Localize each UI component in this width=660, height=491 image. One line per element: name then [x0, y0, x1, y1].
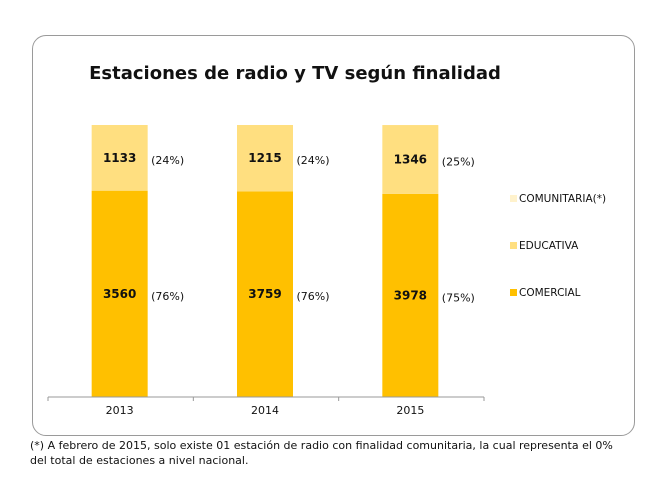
value-label: 1133 — [103, 151, 136, 165]
value-label: 3560 — [103, 287, 136, 301]
legend-swatch — [510, 242, 517, 249]
bar-segment-educativa-2015 — [382, 125, 439, 194]
value-label: 1346 — [394, 152, 427, 166]
percent-label: (25%) — [442, 155, 475, 168]
value-label: 3978 — [394, 288, 427, 302]
percent-label: (75%) — [442, 291, 475, 304]
legend-label: EDUCATIVA — [519, 240, 579, 252]
x-tick-label: 2014 — [251, 404, 279, 417]
chart-title: Estaciones de radio y TV según finalidad — [89, 63, 501, 84]
percent-label: (24%) — [151, 154, 184, 167]
value-label: 1215 — [248, 151, 281, 165]
legend-label: COMERCIAL — [519, 287, 581, 299]
bar-segment-comercial-2013 — [91, 190, 148, 397]
legend-swatch — [510, 195, 517, 202]
footnote: (*) A febrero de 2015, solo existe 01 es… — [30, 439, 613, 467]
bar-segment-comercial-2014 — [237, 191, 293, 397]
legend-swatch — [510, 289, 517, 296]
percent-label: (76%) — [151, 290, 184, 303]
x-tick-label: 2013 — [106, 404, 134, 417]
bar-segment-educativa-2014 — [237, 125, 293, 192]
bar-segment-educativa-2013 — [91, 125, 148, 191]
percent-label: (24%) — [296, 154, 329, 167]
x-tick-label: 2015 — [396, 404, 424, 417]
bar-segment-comercial-2015 — [382, 193, 439, 397]
value-label: 3759 — [248, 287, 281, 301]
legend-label: COMUNITARIA(*) — [519, 193, 606, 205]
percent-label: (76%) — [296, 290, 329, 303]
chart-frame — [32, 35, 635, 436]
